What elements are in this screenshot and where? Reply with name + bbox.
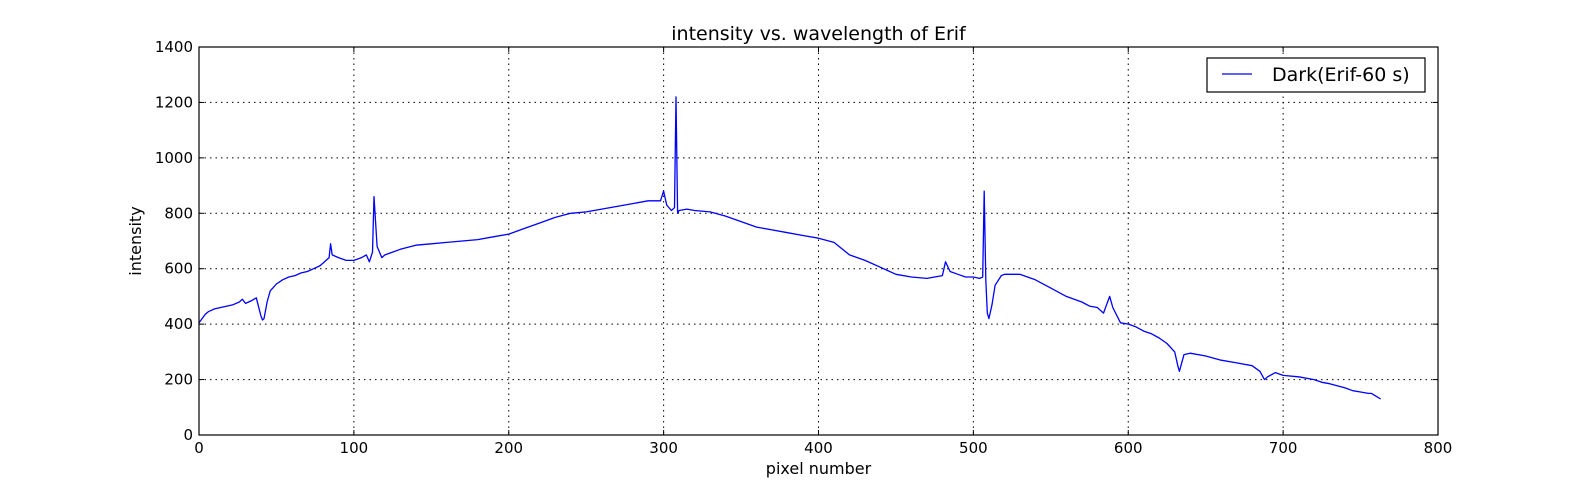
legend-box: [1206, 57, 1426, 93]
x-tick-label: 500: [959, 439, 988, 457]
y-tick-label: 800: [164, 204, 193, 222]
x-tick-label: 100: [340, 439, 369, 457]
x-tick-label: 800: [1424, 439, 1453, 457]
legend: Dark(Erif-60 s): [1206, 57, 1426, 93]
y-tick-label: 1000: [155, 149, 193, 167]
x-tick-label: 300: [649, 439, 678, 457]
series-line: [198, 96, 1382, 400]
axis-ticks: 0 100 200 300 400 500 600 700 800 0 200 400 600 800 10…: [155, 38, 1453, 457]
x-tick-label: 0: [194, 439, 204, 457]
y-tick-label: 0: [183, 426, 193, 444]
y-tick-label: 1400: [155, 38, 193, 56]
x-tick-label: 400: [804, 439, 833, 457]
x-tick-label: 700: [1269, 439, 1298, 457]
y-tick-label: 400: [164, 315, 193, 333]
series-layer: [198, 96, 1382, 400]
x-tick-label: 200: [494, 439, 523, 457]
legend-label: Dark(Erif-60 s): [1272, 64, 1410, 86]
y-tick-label: 1200: [155, 93, 193, 111]
x-tick-label: 600: [1114, 439, 1143, 457]
y-tick-label: 200: [164, 371, 193, 389]
x-axis-label: pixel number: [766, 459, 872, 478]
y-axis-label: intensity: [126, 206, 145, 275]
chart-title: intensity vs. wavelength of Erif: [671, 23, 967, 45]
y-tick-label: 600: [164, 260, 193, 278]
